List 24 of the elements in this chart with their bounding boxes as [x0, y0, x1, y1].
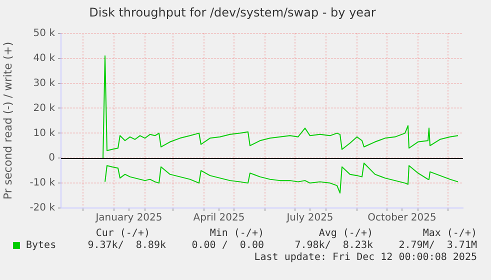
text: Cur (-/+) [96, 228, 150, 239]
text: Max (-/+) [422, 228, 477, 239]
x-tick-label: July 2025 [286, 212, 334, 224]
y-tick-label: 10 k [33, 128, 56, 139]
text: 0.00 / 0.00 [192, 240, 264, 251]
text: 7.98k/ 8.23k [294, 240, 373, 251]
y-tick-label: -20 k [30, 202, 56, 214]
text: 9.37k/ 8.89k [88, 240, 166, 251]
y-tick-label: 40 k [33, 52, 56, 64]
text: Avg (-/+) [318, 228, 373, 239]
y-tick-label: -10 k [30, 178, 56, 189]
x-tick-label: April 2025 [193, 212, 245, 224]
x-tick-label: January 2025 [94, 212, 162, 224]
chart-title: Disk throughput for /dev/system/swap - by year [89, 5, 376, 20]
y-tick-label: 30 k [33, 78, 56, 89]
text: Min (-/+) [210, 228, 264, 239]
legend-label: Bytes [26, 240, 56, 251]
y-tick-label: 0 [48, 152, 55, 164]
text: Last update: Fri Dec 12 00:00:08 2025 [254, 252, 477, 263]
text: 2.79M/ 3.71M [398, 240, 477, 251]
y-tick-label: 20 k [33, 102, 56, 114]
y-axis-title: Pr second read (-) / write (+) [1, 42, 14, 200]
y-tick-label: 50 k [33, 28, 56, 39]
x-tick-label: October 2025 [368, 212, 436, 224]
